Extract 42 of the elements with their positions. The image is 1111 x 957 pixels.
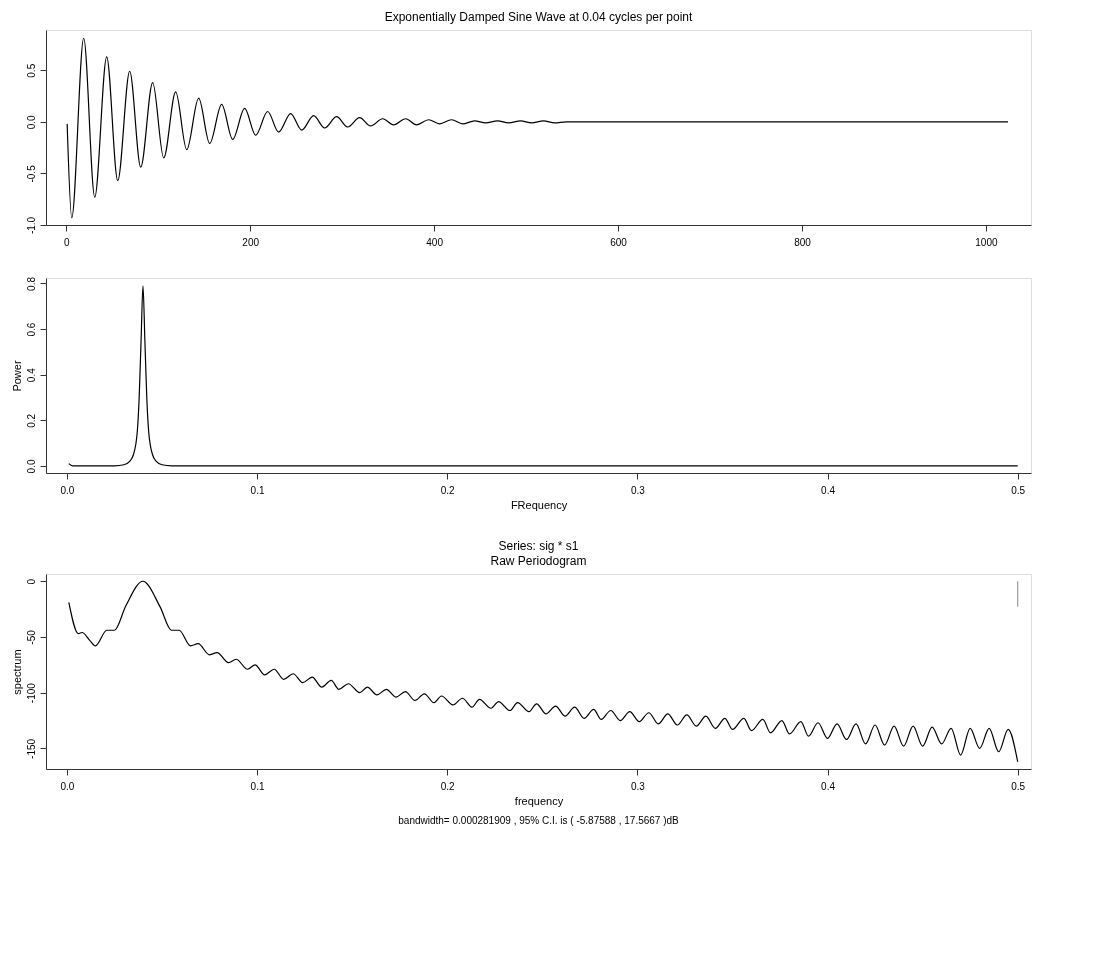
line-series <box>68 580 1019 763</box>
x-tick-label: 0.1 <box>250 780 265 792</box>
x-tick-label: 1000 <box>975 236 998 248</box>
y-tick-label: 0.5 <box>25 63 37 78</box>
y-tick-label: -0.5 <box>25 164 37 183</box>
x-tick-label: 0.1 <box>250 484 265 496</box>
x-tick-label: 0 <box>63 236 70 248</box>
x-tick-label: 0.4 <box>821 484 836 496</box>
y-axis-title: spectrum <box>10 649 23 695</box>
y-tick-label: 0.4 <box>25 367 37 383</box>
x-tick-label: 200 <box>242 236 260 248</box>
x-tick-label: 0.2 <box>440 780 456 792</box>
x-tick-label: 0.0 <box>60 780 75 792</box>
x-tick-label: 0.5 <box>1011 780 1026 792</box>
chart-title: Series: sig * s1 <box>498 539 579 553</box>
text: bandwidth= 0.000281909 , 95% C.I. is ( -5.87588 , 17.5667 )dB <box>398 815 680 826</box>
x-tick-label: 400 <box>426 236 444 248</box>
x-tick-label: 0.0 <box>60 484 75 496</box>
x-axis-title: frequency <box>514 794 564 807</box>
x-tick-label: 0.3 <box>630 780 646 792</box>
x-tick-label: 0.2 <box>440 484 456 496</box>
x-axis-title: FRequency <box>510 498 568 511</box>
x-tick-label: 600 <box>610 236 628 248</box>
x-tick-label: 0.5 <box>1011 484 1026 496</box>
y-tick-label: 0.0 <box>25 459 37 474</box>
y-tick-label: 0.2 <box>25 413 37 428</box>
y-tick-label: -100 <box>25 682 37 704</box>
y-tick-label: 0 <box>25 578 37 585</box>
x-tick-label: 0.4 <box>821 780 836 792</box>
y-tick-label: -150 <box>25 738 37 759</box>
line-series <box>68 285 1019 467</box>
x-tick-label: 0.3 <box>630 484 646 496</box>
y-tick-label: 0.6 <box>25 322 37 337</box>
y-tick-label: -50 <box>25 629 37 645</box>
y-tick-label: -1.0 <box>25 216 37 235</box>
x-tick-label: 800 <box>794 236 812 248</box>
y-tick-label: 0.0 <box>25 114 37 130</box>
line-series <box>66 37 1009 219</box>
y-tick-label: 0.8 <box>25 276 37 291</box>
y-axis-title: Power <box>10 360 23 392</box>
chart-title: Exponentially Damped Sine Wave at 0.04 cycles per point <box>384 10 694 24</box>
chart-subtitle: Raw Periodogram <box>490 554 587 568</box>
